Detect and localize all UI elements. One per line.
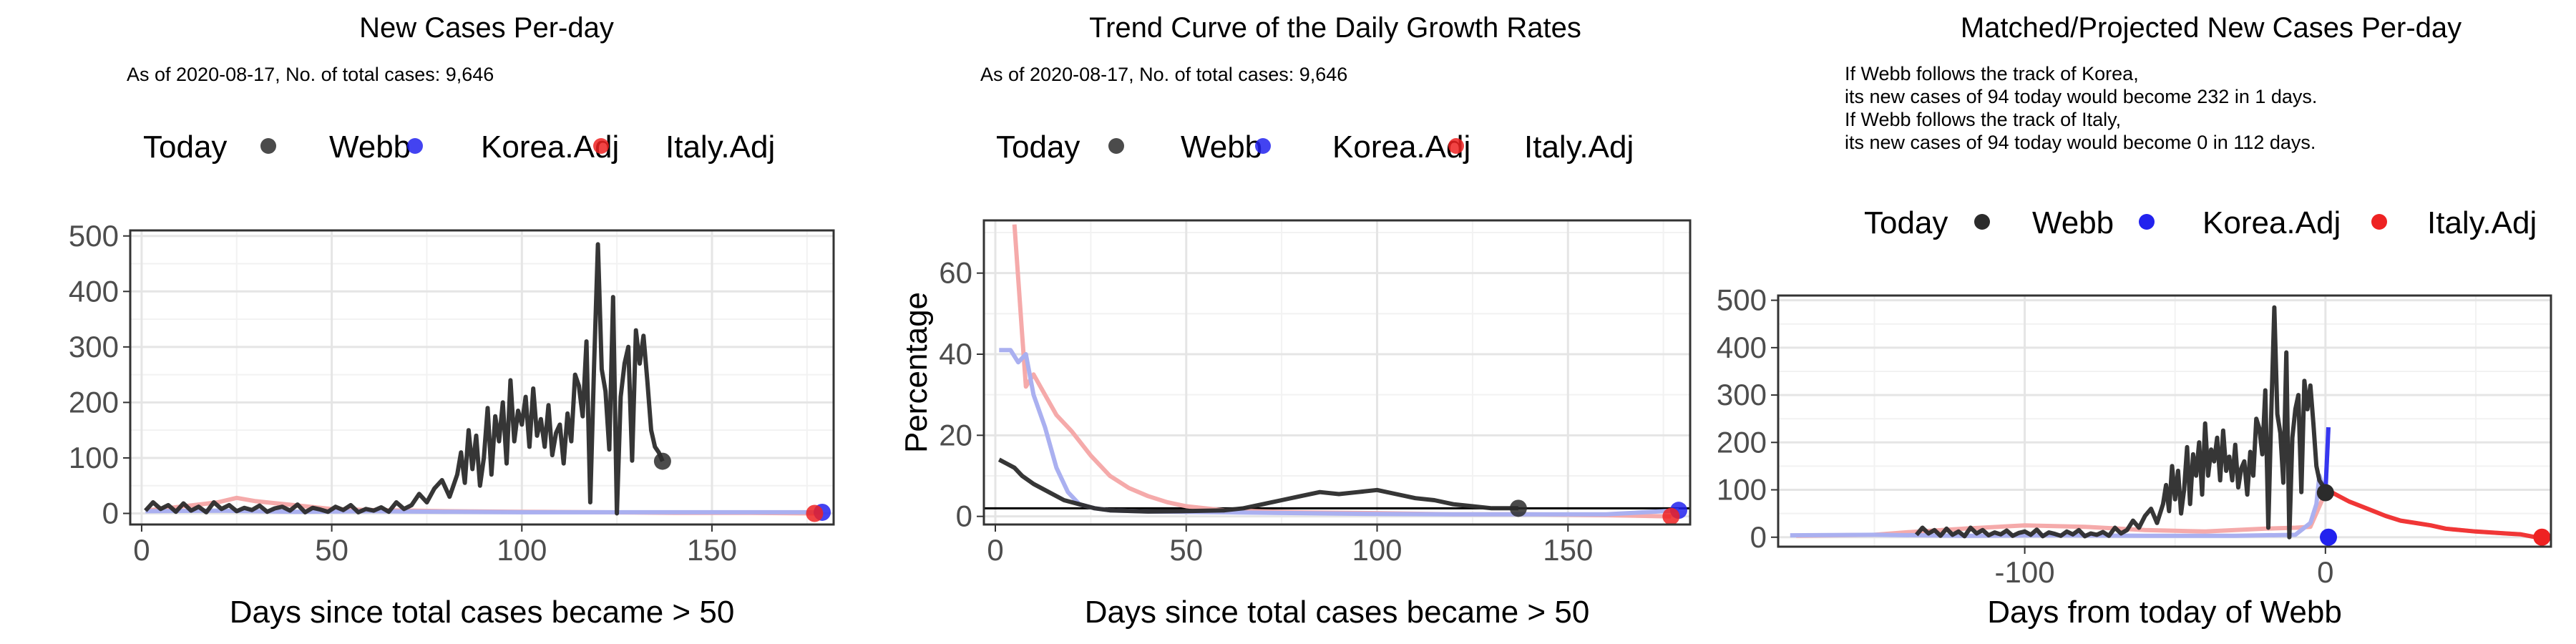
panel3-legend-label-webb: Webb <box>2032 205 2114 240</box>
panel2-chart-subtitle: As of 2020-08-17, No. of total cases: 9,… <box>980 64 1347 85</box>
panel3-x-tick-label: -100 <box>1995 555 2055 589</box>
panel3-legend-label-korea-adj: Korea.Adj <box>2202 205 2341 240</box>
panel1-x-tick-label: 0 <box>133 533 150 567</box>
panel2-chart-title: Trend Curve of the Daily Growth Rates <box>1089 12 1581 44</box>
panel1-series-layer <box>144 242 823 516</box>
panel3-chart-title: Matched/Projected New Cases Per-day <box>1961 12 2462 44</box>
panel2-legend-label-webb: Webb <box>1181 130 1262 165</box>
panel3-legend-key-webb <box>1974 214 1990 230</box>
panel1-x-tick-label: 150 <box>687 533 737 567</box>
panel2-legend-label-korea-adj: Korea.Adj <box>1332 130 1470 165</box>
panel1-y-tick-label: 0 <box>102 496 119 530</box>
panel3-legend-key-italy-adj <box>2371 214 2387 230</box>
panel2-x-tick-label: 100 <box>1352 533 1402 567</box>
panel3-projection-note-2: its new cases of 94 today would become 2… <box>1845 86 2317 107</box>
panel2-y-tick-label: 40 <box>939 337 972 371</box>
panel2-x-tick-label: 150 <box>1543 533 1593 567</box>
panel1-line-webb <box>144 242 665 516</box>
panel1-y-tick-label: 300 <box>69 330 119 364</box>
panel2-legend-key-italy-adj <box>1448 138 1464 154</box>
panel2-x-tick-label: 50 <box>1169 533 1203 567</box>
panel3-legend-title: Today <box>1864 205 1948 240</box>
panel2-x-axis-label: Days since total cases became > 50 <box>1085 595 1590 630</box>
panel1-x-tick-label: 100 <box>497 533 547 567</box>
panel1-legend-title: Today <box>143 130 227 165</box>
panel2-x-tick-label: 0 <box>987 533 1003 567</box>
panel3-x-tick-label: 0 <box>2317 555 2333 589</box>
panel3-projection-italy-adj <box>2325 489 2537 540</box>
panel1-y-tick-label: 200 <box>69 385 119 419</box>
panel3-projection-note-3: If Webb follows the track of Italy, <box>1845 109 2121 130</box>
panel3-legend-label-italy-adj: Italy.Adj <box>2427 205 2537 240</box>
panel3-y-tick-label: 300 <box>1717 378 1767 411</box>
panel1-y-tick-label: 500 <box>69 219 119 253</box>
panel2-legend-label-italy-adj: Italy.Adj <box>1524 130 1634 165</box>
panel3-today-point-webb <box>2316 484 2334 502</box>
panel3-y-tick-label: 0 <box>1750 520 1767 554</box>
panel1-today-point-webb <box>653 452 671 470</box>
panel3-panel-border <box>1777 294 2552 548</box>
panel3-x-axis-label: Days from today of Webb <box>1987 595 2342 630</box>
panel3-series-layer <box>1790 305 2537 540</box>
panel2-legend-key-webb <box>1108 138 1124 154</box>
panel1-legend-key-korea-adj <box>407 138 423 154</box>
panel2-y-axis-label: Percentage <box>899 292 934 453</box>
panel2-today-point-webb <box>1509 499 1527 517</box>
panel3-y-tick-label: 500 <box>1717 283 1767 317</box>
panel3-projection-korea-adj <box>2323 426 2331 493</box>
panel3-today-point-korea-adj <box>2320 528 2338 546</box>
panel2-panel-background <box>984 220 1690 525</box>
panel3-y-tick-label: 100 <box>1717 473 1767 507</box>
panel2-y-tick-label: 60 <box>939 256 972 290</box>
panel1-panel-border <box>129 229 835 526</box>
panel2-legend-title: Today <box>996 130 1080 165</box>
panel1-y-tick-label: 100 <box>69 441 119 474</box>
panel1-today-point-italy-adj <box>806 504 824 522</box>
panel1-y-tick-label: 400 <box>69 274 119 308</box>
panel2-y-tick-label: 0 <box>956 499 972 533</box>
panel3-projection-note-1: If Webb follows the track of Korea, <box>1845 63 2139 84</box>
panel3-y-tick-label: 400 <box>1717 331 1767 364</box>
panel3-legend-key-korea-adj <box>2139 214 2155 230</box>
panel1-legend-label-webb: Webb <box>329 130 411 165</box>
panel1-chart-title: New Cases Per-day <box>359 12 614 44</box>
panel1-legend-key-webb <box>260 138 276 154</box>
panel1-x-axis-label: Days since total cases became > 50 <box>230 595 735 630</box>
panel3-projection-note-4: its new cases of 94 today would become 0… <box>1845 132 2316 153</box>
panel2-y-tick-label: 20 <box>939 418 972 452</box>
panel2-panel-border <box>982 219 1692 526</box>
panel2-legend-key-korea-adj <box>1255 138 1271 154</box>
panel3-today-point-italy-adj <box>2533 528 2551 546</box>
panel2-today-point-italy-adj <box>1662 507 1680 525</box>
panel1-legend-key-italy-adj <box>593 138 609 154</box>
panel1-chart-subtitle: As of 2020-08-17, No. of total cases: 9,… <box>127 64 494 85</box>
panel3-panel-background <box>1778 296 2551 547</box>
panel2-line-webb <box>997 457 1518 514</box>
panel3-y-tick-label: 200 <box>1717 425 1767 459</box>
panel1-legend-label-italy-adj: Italy.Adj <box>665 130 775 165</box>
panel2-series-layer <box>997 224 1679 519</box>
panel1-line-korea-adj <box>145 508 823 514</box>
panel3-line-webb <box>1915 305 2328 540</box>
panel1-x-tick-label: 50 <box>315 533 348 567</box>
